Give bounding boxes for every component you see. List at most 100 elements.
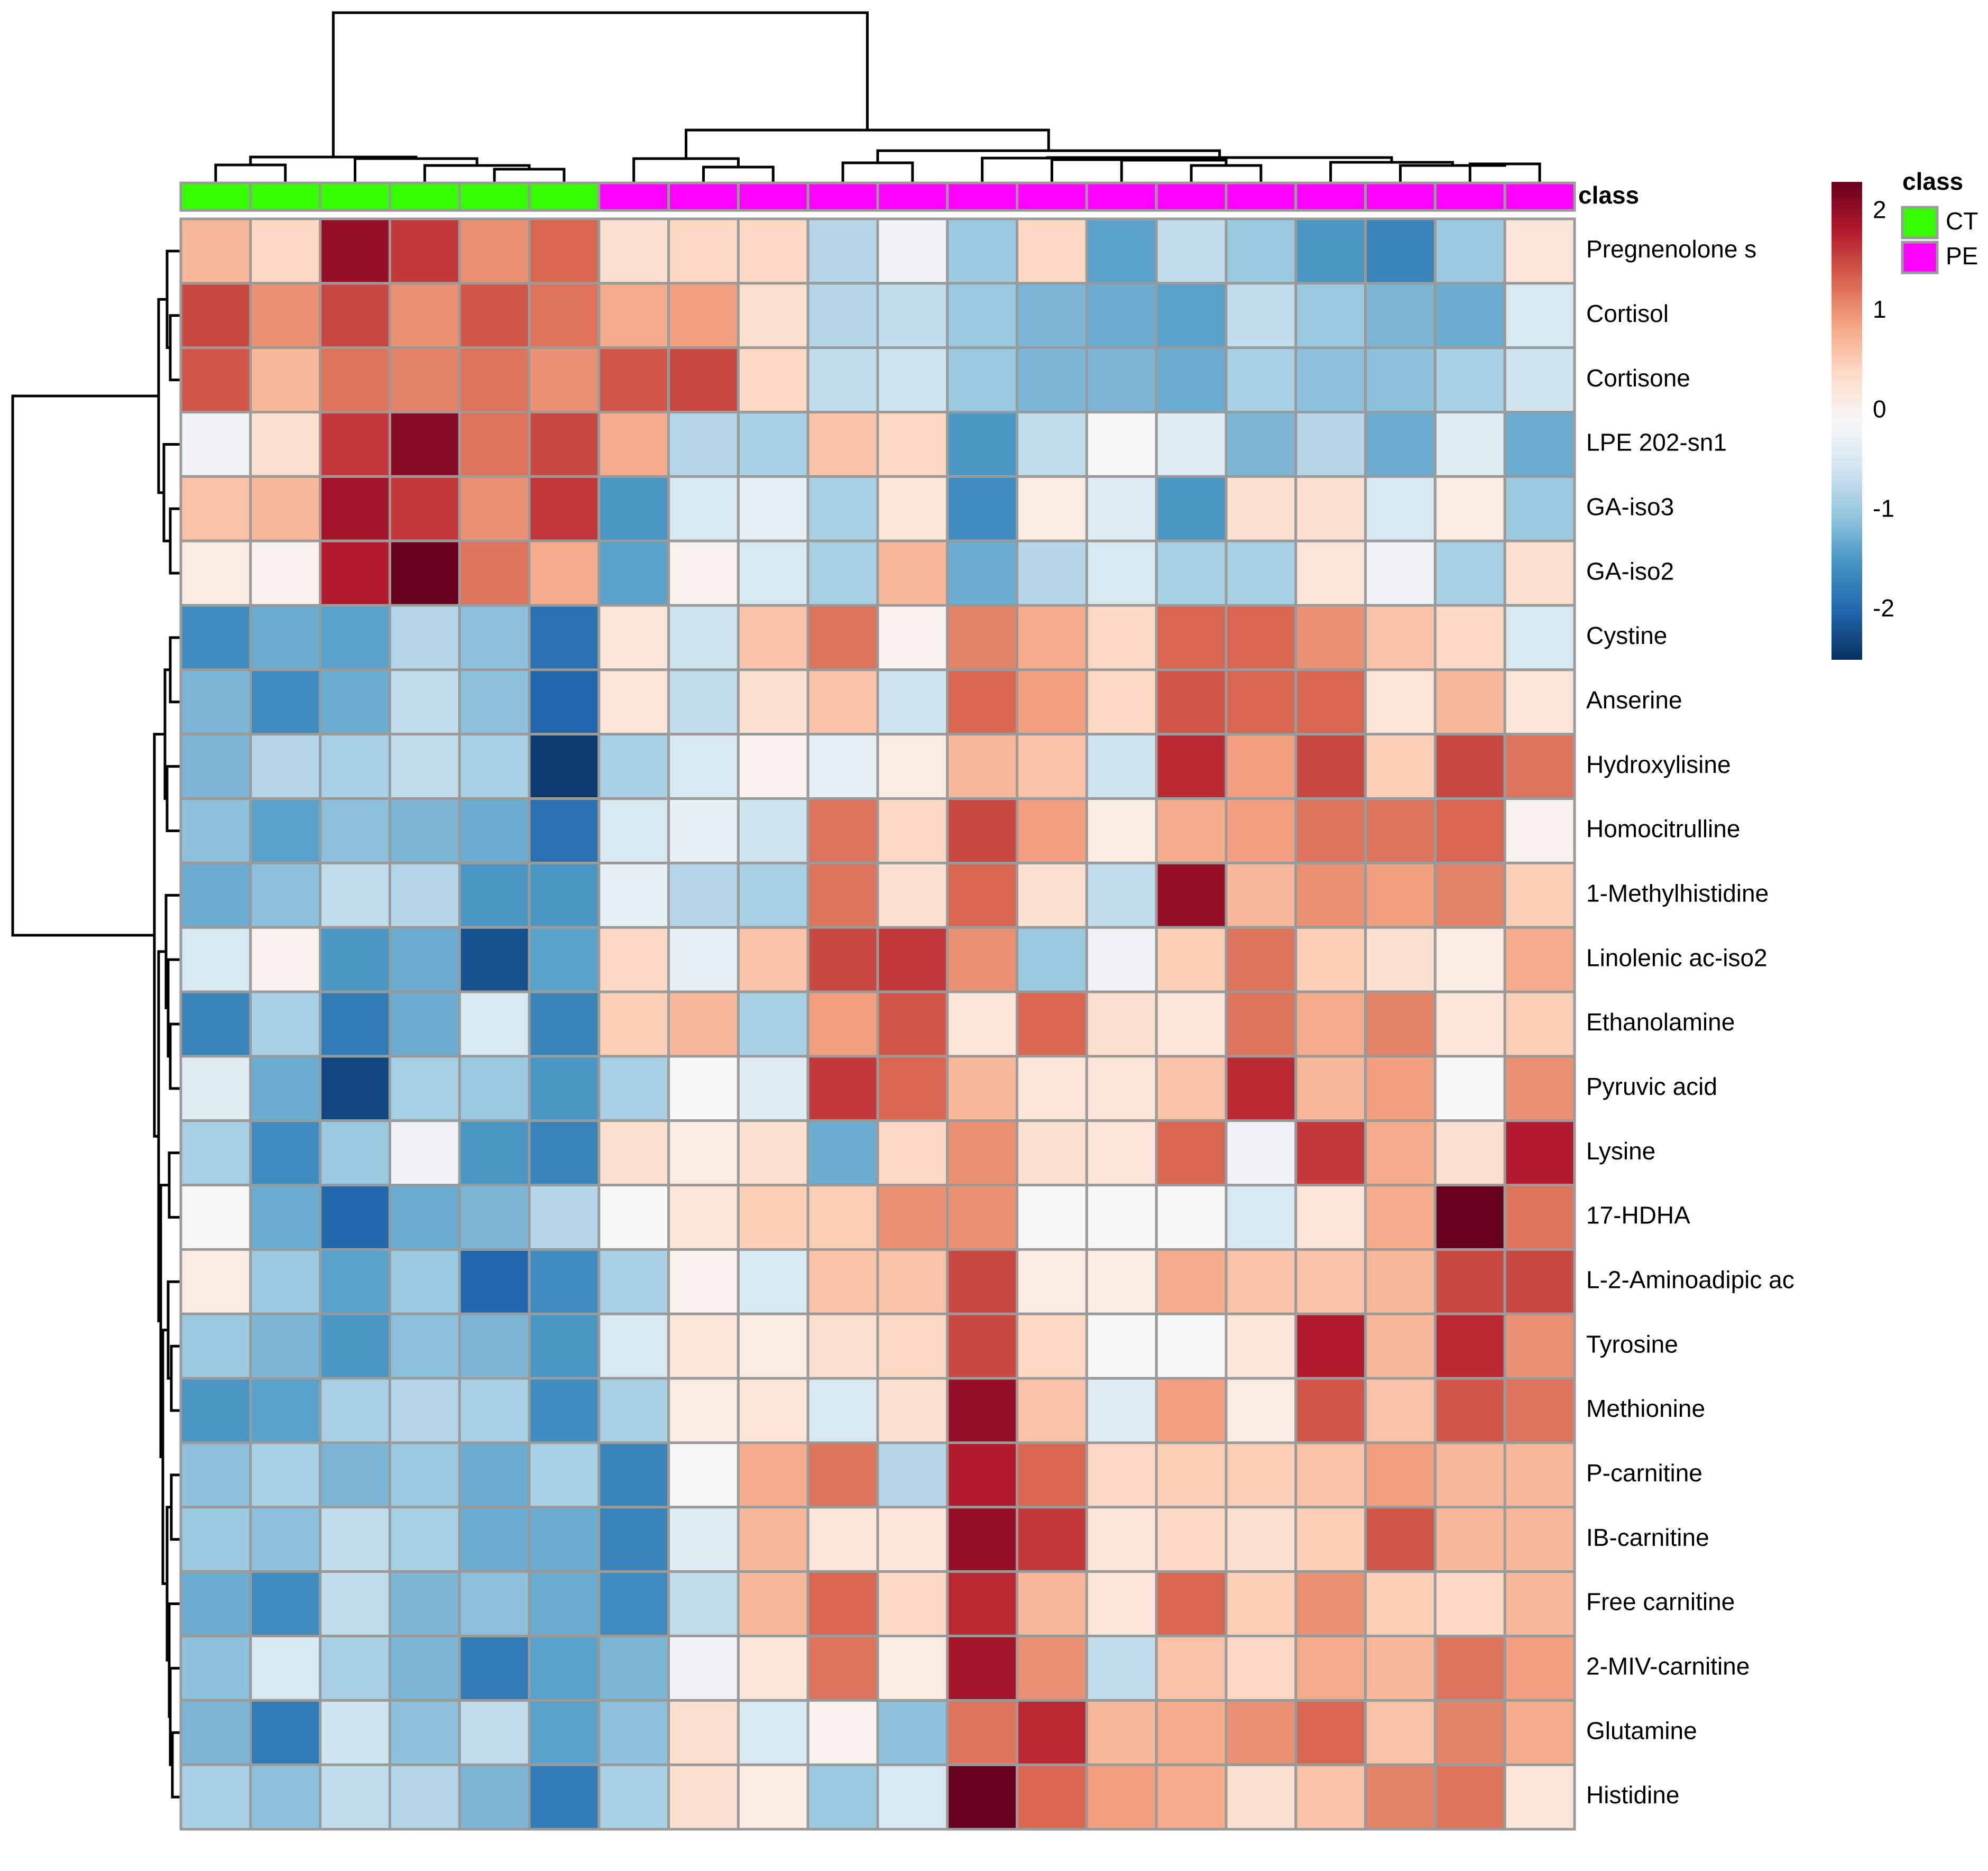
heat-cell [876,346,949,414]
heat-cell [667,1377,740,1444]
heat-cell [876,668,949,736]
heat-cell [249,1248,322,1315]
heat-cell [528,346,601,414]
heat-cell [528,1055,601,1122]
heat-cell [1364,1184,1437,1251]
heat-cell [737,217,809,285]
heat-cell [1155,990,1228,1058]
heat-cell [1503,668,1576,736]
heat-cell [946,668,1019,736]
heat-cell [528,1763,601,1831]
heat-cell [1085,1441,1158,1509]
heat-cell [1294,604,1367,671]
heat-cell [1016,1248,1088,1315]
heat-cell [806,475,879,542]
dendrogram-branch [168,1151,181,1219]
dendrogram-branch [11,394,159,937]
heat-cell [737,797,809,864]
row-label: GA-iso2 [1586,557,1674,585]
heat-cell [458,1570,531,1637]
heat-cell [806,733,879,800]
dendrogram-branch [169,314,181,382]
row-label: Hydroxylisine [1586,751,1731,778]
heat-cell [1016,1763,1088,1831]
heat-cell [1294,733,1367,800]
heat-cell [249,990,322,1058]
heat-cell [876,1570,949,1637]
row-label: GA-iso3 [1586,493,1674,520]
heat-cell [388,604,461,671]
heat-cell [597,797,670,864]
row-label: IB-carnitine [1586,1524,1709,1551]
heat-cell [1016,1570,1088,1637]
dendrogram-branch [354,157,478,183]
heat-cell [1155,861,1228,929]
heat-cell [528,1634,601,1702]
heat-cell [1433,1699,1506,1766]
heat-cell [876,1055,949,1122]
heat-cell [946,282,1019,349]
heat-cell [179,733,252,800]
heat-cell [597,1248,670,1315]
heat-cell [946,539,1019,607]
dendrogram-branch [981,156,1115,183]
heat-cell [179,861,252,929]
heat-cell [249,539,322,607]
heat-cell [1294,1377,1367,1444]
heat-cell [1294,1119,1367,1187]
heat-cell [319,861,391,929]
annotation-cell [597,181,670,212]
heat-cell [388,1055,461,1122]
heat-cell [667,604,740,671]
heat-cell [946,1377,1019,1444]
heat-cell [388,861,461,929]
heat-cell [249,1699,322,1766]
heat-cell [179,668,252,736]
heat-cell [597,926,670,993]
heat-cell [806,1634,879,1702]
annotation-cell [1085,181,1158,212]
heat-cell [388,411,461,478]
row-label: 2-MIV-carnitine [1586,1653,1750,1680]
heat-cell [667,1184,740,1251]
heat-cell [1503,1699,1576,1766]
heat-cell [1085,1055,1158,1122]
heat-cell [319,1055,391,1122]
heat-cell [249,1506,322,1573]
heat-cell [319,1248,391,1315]
heat-cell [1016,1119,1088,1187]
heat-cell [737,1570,809,1637]
heat-cell [1016,475,1088,542]
heat-cell [1016,1312,1088,1380]
heat-cell [249,1377,322,1444]
heat-cell [597,282,670,349]
heat-cell [946,926,1019,993]
heat-cell [1364,539,1437,607]
heat-cell [667,217,740,285]
row-label: Cystine [1586,622,1667,649]
heat-cell [1225,733,1297,800]
dendrogram-branch [169,636,181,704]
annotation-cell [388,181,461,212]
heat-cell [1016,1441,1088,1509]
heat-cell [179,539,252,607]
heat-cell [1225,1312,1297,1380]
heat-cell [528,604,601,671]
heat-cell [1155,1506,1228,1573]
heat-cell [1294,1763,1367,1831]
heat-cell [249,1570,322,1637]
heat-cell [1433,926,1506,993]
heat-cell [946,1119,1019,1187]
row-label: Ethanolamine [1586,1008,1735,1036]
heat-cell [1155,604,1228,671]
heat-cell [1085,346,1158,414]
heat-cell [667,926,740,993]
heat-cell [1364,668,1437,736]
heat-cell [388,1634,461,1702]
heat-cell [806,861,879,929]
heat-cell [1364,1055,1437,1122]
heat-cell [1225,1055,1297,1122]
heat-cell [458,1055,531,1122]
heat-cell [1016,1055,1088,1122]
heat-cell [667,797,740,864]
